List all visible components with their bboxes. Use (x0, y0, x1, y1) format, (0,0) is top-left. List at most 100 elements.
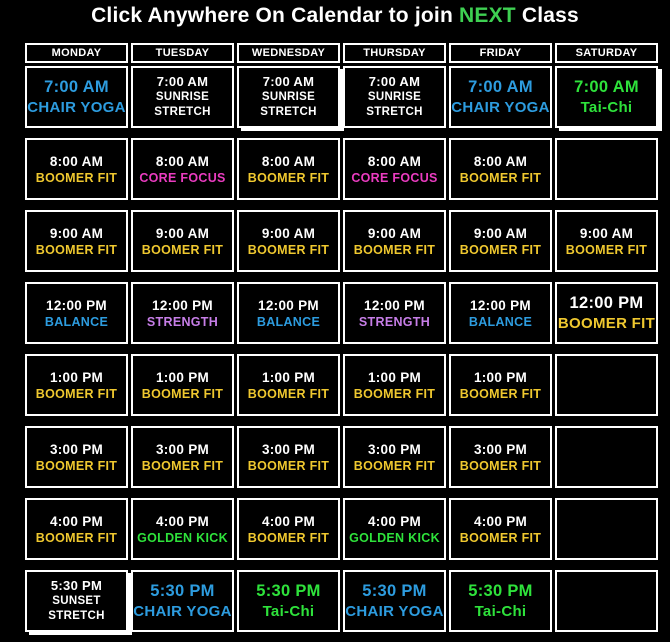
class-name: BOOMER FIT (353, 386, 436, 401)
cell-saturday-empty[interactable] (555, 498, 658, 560)
class-name: CORE FOCUS (351, 170, 438, 185)
cell-wednesday-7-00-am[interactable]: 7:00 AM SUNRISE STRETCH (237, 66, 340, 128)
cell-friday-1-00-pm[interactable]: 1:00 PM BOOMER FIT (449, 354, 552, 416)
cell-monday-3-00-pm[interactable]: 3:00 PM BOOMER FIT (25, 426, 128, 488)
class-time: 1:00 PM (261, 369, 316, 385)
cell-friday-9-00-am[interactable]: 9:00 AM BOOMER FIT (449, 210, 552, 272)
class-time: 7:00 AM (468, 78, 533, 96)
cell-friday-7-00-am[interactable]: 7:00 AM CHAIR YOGA (449, 66, 552, 128)
cell-friday-8-00-am[interactable]: 8:00 AM BOOMER FIT (449, 138, 552, 200)
cell-thursday-7-00-am[interactable]: 7:00 AM SUNRISE STRETCH (343, 66, 446, 128)
cell-saturday-7-00-am[interactable]: 7:00 AM Tai-Chi (555, 66, 658, 128)
class-name: Tai-Chi (474, 603, 527, 620)
day-header-tuesday[interactable]: TUESDAY (131, 43, 234, 63)
class-time: 9:00 AM (473, 225, 528, 241)
cell-thursday-5-30-pm[interactable]: 5:30 PM CHAIR YOGA (343, 570, 446, 632)
cell-saturday-9-00-am[interactable]: 9:00 AM BOOMER FIT (555, 210, 658, 272)
cell-monday-5-30-pm[interactable]: 5:30 PM SUNSET STRETCH (25, 570, 128, 632)
cell-thursday-3-00-pm[interactable]: 3:00 PM BOOMER FIT (343, 426, 446, 488)
class-time: 9:00 AM (367, 225, 422, 241)
cell-friday-4-00-pm[interactable]: 4:00 PM BOOMER FIT (449, 498, 552, 560)
class-name: BOOMER FIT (35, 530, 118, 545)
class-time: 4:00 PM (261, 513, 316, 529)
class-name: BOOMER FIT (141, 458, 224, 473)
class-name: BALANCE (468, 314, 533, 329)
cell-thursday-8-00-am[interactable]: 8:00 AM CORE FOCUS (343, 138, 446, 200)
cell-tuesday-5-30-pm[interactable]: 5:30 PM CHAIR YOGA (131, 570, 234, 632)
cell-wednesday-9-00-am[interactable]: 9:00 AM BOOMER FIT (237, 210, 340, 272)
class-name: BOOMER FIT (247, 458, 330, 473)
cell-monday-9-00-am[interactable]: 9:00 AM BOOMER FIT (25, 210, 128, 272)
class-time: 12:00 PM (46, 297, 107, 313)
cell-thursday-1-00-pm[interactable]: 1:00 PM BOOMER FIT (343, 354, 446, 416)
class-time: 9:00 AM (49, 225, 104, 241)
cell-saturday-12-00-pm[interactable]: 12:00 PM BOOMER FIT (555, 282, 658, 344)
cell-monday-4-00-pm[interactable]: 4:00 PM BOOMER FIT (25, 498, 128, 560)
class-time: 12:00 PM (470, 297, 531, 313)
cell-monday-8-00-am[interactable]: 8:00 AM BOOMER FIT (25, 138, 128, 200)
class-name: BOOMER FIT (35, 170, 118, 185)
cell-saturday-empty[interactable] (555, 426, 658, 488)
cell-saturday-empty[interactable] (555, 570, 658, 632)
cell-friday-5-30-pm[interactable]: 5:30 PM Tai-Chi (449, 570, 552, 632)
class-name: BOOMER FIT (557, 315, 656, 332)
class-name: BOOMER FIT (353, 458, 436, 473)
cell-tuesday-4-00-pm[interactable]: 4:00 PM GOLDEN KICK (131, 498, 234, 560)
cell-thursday-4-00-pm[interactable]: 4:00 PM GOLDEN KICK (343, 498, 446, 560)
cell-wednesday-12-00-pm[interactable]: 12:00 PM BALANCE (237, 282, 340, 344)
class-time: 4:00 PM (473, 513, 528, 529)
class-name: BOOMER FIT (35, 458, 118, 473)
next-highlight: NEXT (459, 4, 516, 27)
class-name: SUNRISE STRETCH (154, 91, 211, 118)
class-name: SUNRISE STRETCH (260, 91, 317, 118)
calendar-grid[interactable]: 7:00 AM CHAIR YOGA 7:00 AM SUNRISE STRETCH 7… (25, 66, 670, 632)
class-name: GOLDEN KICK (137, 530, 228, 545)
day-header-monday[interactable]: MONDAY (25, 43, 128, 63)
cell-wednesday-1-00-pm[interactable]: 1:00 PM BOOMER FIT (237, 354, 340, 416)
cell-tuesday-7-00-am[interactable]: 7:00 AM SUNRISE STRETCH (131, 66, 234, 128)
cell-wednesday-3-00-pm[interactable]: 3:00 PM BOOMER FIT (237, 426, 340, 488)
cell-monday-7-00-am[interactable]: 7:00 AM CHAIR YOGA (25, 66, 128, 128)
class-time: 12:00 PM (258, 297, 319, 313)
cell-wednesday-5-30-pm[interactable]: 5:30 PM Tai-Chi (237, 570, 340, 632)
cell-saturday-empty[interactable] (555, 354, 658, 416)
cell-friday-12-00-pm[interactable]: 12:00 PM BALANCE (449, 282, 552, 344)
class-time: 8:00 AM (155, 153, 210, 169)
class-name: CHAIR YOGA (133, 603, 232, 620)
class-name: BALANCE (44, 314, 109, 329)
class-time: 8:00 AM (367, 153, 422, 169)
cell-monday-1-00-pm[interactable]: 1:00 PM BOOMER FIT (25, 354, 128, 416)
class-name: BOOMER FIT (141, 386, 224, 401)
cell-tuesday-8-00-am[interactable]: 8:00 AM CORE FOCUS (131, 138, 234, 200)
class-time: 8:00 AM (49, 153, 104, 169)
class-time: 12:00 PM (152, 297, 213, 313)
cell-tuesday-12-00-pm[interactable]: 12:00 PM STRENGTH (131, 282, 234, 344)
cell-tuesday-9-00-am[interactable]: 9:00 AM BOOMER FIT (131, 210, 234, 272)
class-name: CHAIR YOGA (27, 99, 126, 116)
page-title: Click Anywhere On Calendar to join NEXT … (0, 4, 670, 28)
class-time: 7:00 AM (262, 74, 315, 90)
class-time: 5:30 PM (362, 582, 427, 600)
cell-wednesday-4-00-pm[interactable]: 4:00 PM BOOMER FIT (237, 498, 340, 560)
class-name: BOOMER FIT (565, 242, 648, 257)
class-time: 4:00 PM (367, 513, 422, 529)
class-name: SUNSET STRETCH (48, 595, 105, 622)
cell-friday-3-00-pm[interactable]: 3:00 PM BOOMER FIT (449, 426, 552, 488)
cell-saturday-empty[interactable] (555, 138, 658, 200)
day-header-saturday[interactable]: SATURDAY (555, 43, 658, 63)
day-header-thursday[interactable]: THURSDAY (343, 43, 446, 63)
cell-tuesday-1-00-pm[interactable]: 1:00 PM BOOMER FIT (131, 354, 234, 416)
day-header-friday[interactable]: FRIDAY (449, 43, 552, 63)
class-time: 3:00 PM (367, 441, 422, 457)
cell-monday-12-00-pm[interactable]: 12:00 PM BALANCE (25, 282, 128, 344)
class-time: 5:30 PM (150, 582, 215, 600)
class-time: 7:00 AM (368, 74, 421, 90)
cell-thursday-9-00-am[interactable]: 9:00 AM BOOMER FIT (343, 210, 446, 272)
day-header-wednesday[interactable]: WEDNESDAY (237, 43, 340, 63)
class-name: BOOMER FIT (247, 242, 330, 257)
cell-tuesday-3-00-pm[interactable]: 3:00 PM BOOMER FIT (131, 426, 234, 488)
cell-wednesday-8-00-am[interactable]: 8:00 AM BOOMER FIT (237, 138, 340, 200)
title-prefix: Click Anywhere On Calendar to join (91, 4, 460, 27)
cell-thursday-12-00-pm[interactable]: 12:00 PM STRENGTH (343, 282, 446, 344)
class-name: BOOMER FIT (459, 386, 542, 401)
